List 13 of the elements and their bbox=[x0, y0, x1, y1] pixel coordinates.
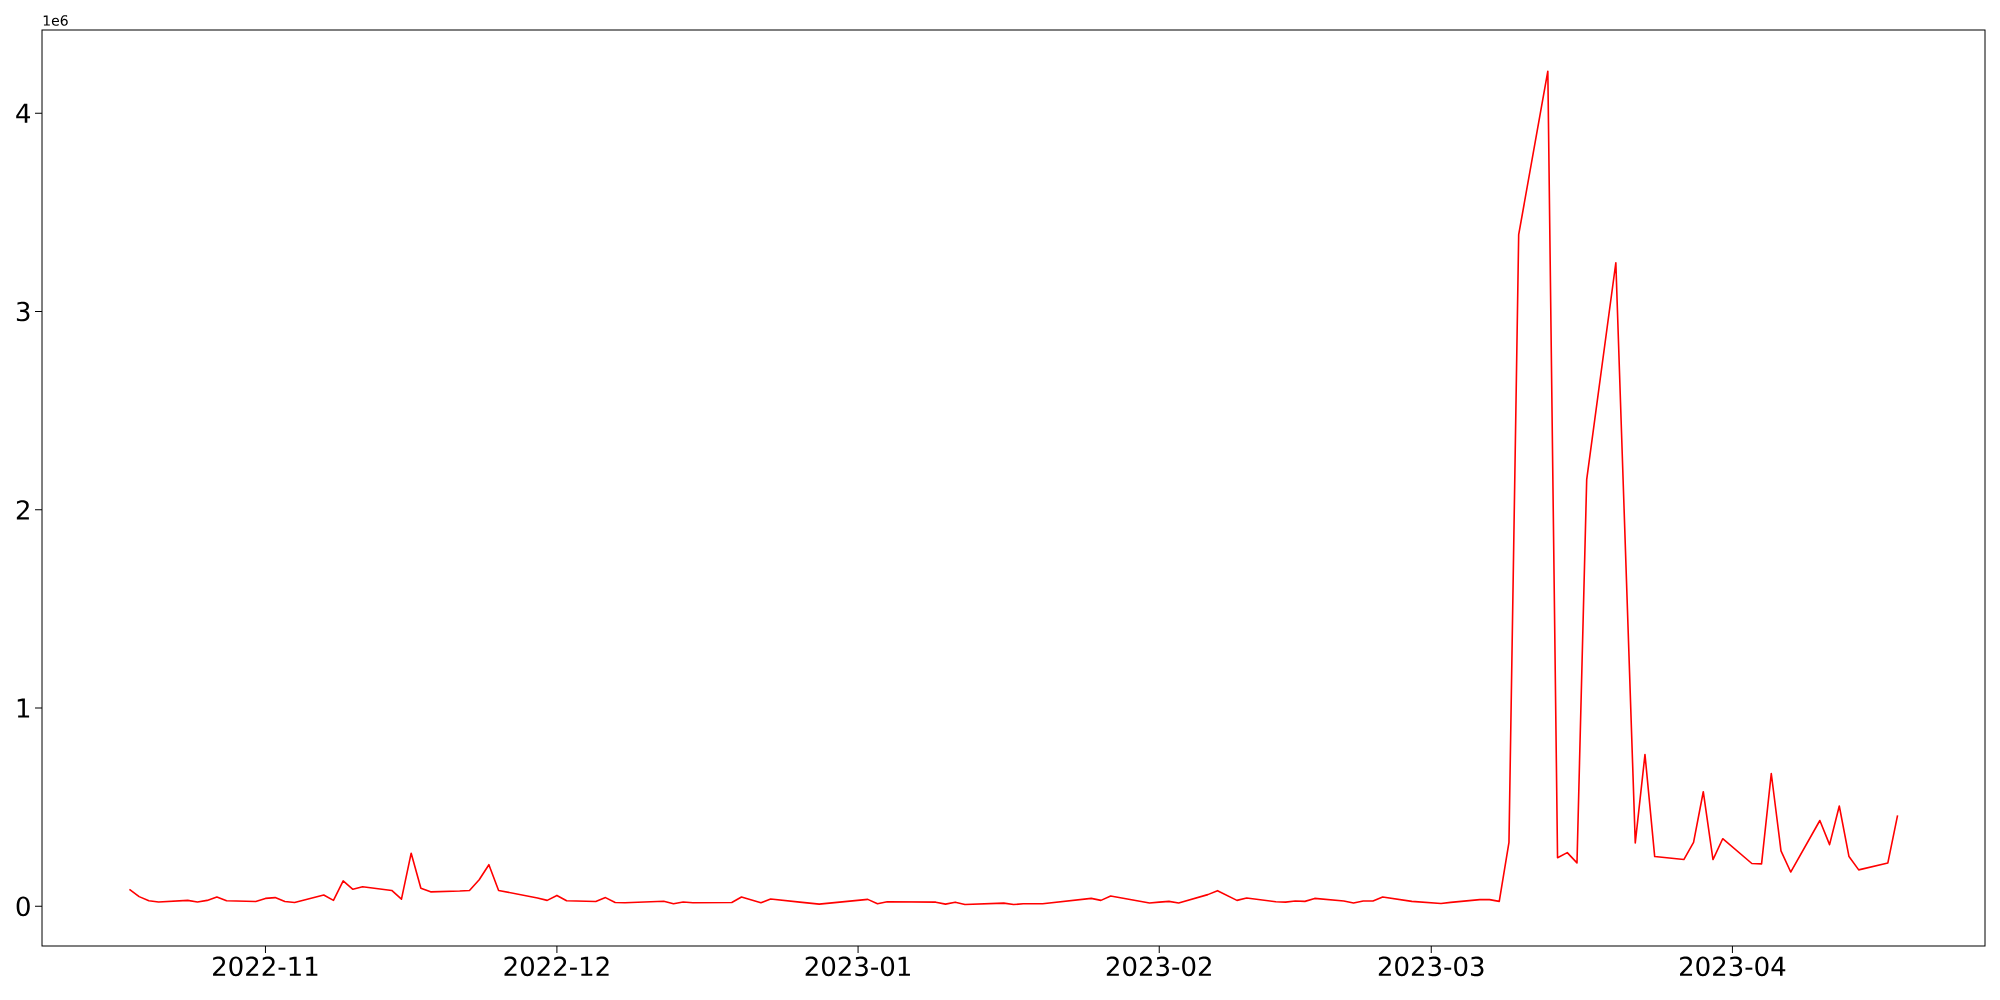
x-tick-label: 2022-11 bbox=[213, 956, 318, 977]
text: 1e6 bbox=[43, 15, 68, 26]
y-tick-label: 4 bbox=[16, 103, 31, 123]
y-tick-label: 1 bbox=[17, 698, 30, 718]
line-series bbox=[128, 70, 1899, 906]
x-tick-label: 2023-04 bbox=[1680, 956, 1786, 977]
y-tick-label: 3 bbox=[16, 301, 30, 322]
y-tick-label: 2 bbox=[16, 500, 29, 520]
x-tick-label: 2023-02 bbox=[1106, 956, 1211, 977]
y-tick-label: 0 bbox=[16, 896, 30, 917]
x-tick-label: 2023-01 bbox=[805, 956, 910, 977]
x-tick-label: 2022-12 bbox=[504, 956, 609, 977]
x-tick-label: 2023-03 bbox=[1378, 956, 1484, 977]
